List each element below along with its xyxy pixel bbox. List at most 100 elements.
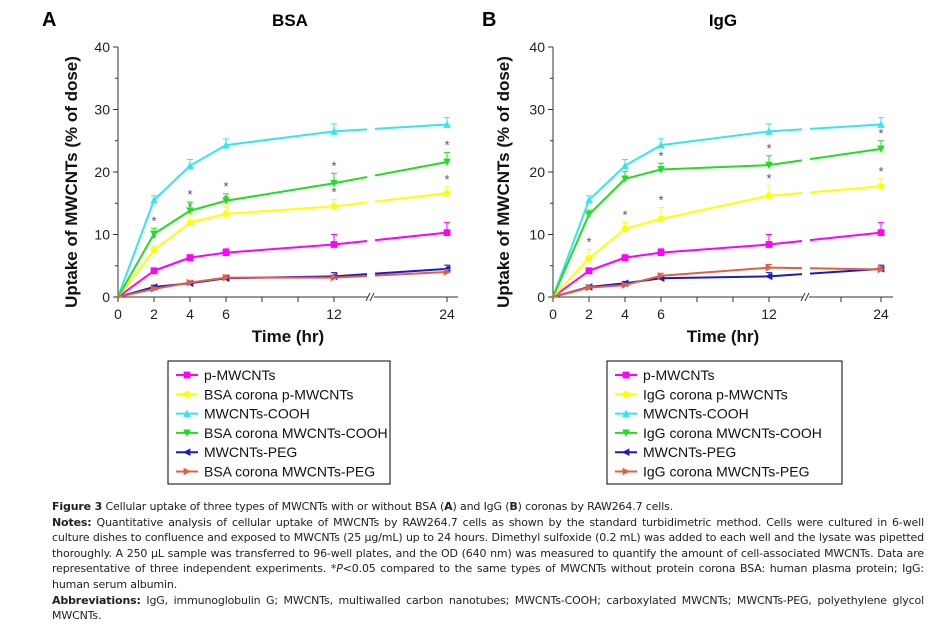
legend-item: BSA corona p-MWCNTs: [176, 386, 353, 402]
series-line-segment: [189, 276, 227, 284]
y-axis-label: Uptake of MWCNTs (% of dose): [62, 56, 81, 308]
panel-label: A: [42, 9, 56, 31]
panel-label: B: [482, 9, 496, 31]
series-line-segment: [660, 266, 770, 277]
series-line-segment: [333, 273, 368, 278]
series-line-segment: [809, 231, 882, 242]
series-line-segment: [225, 182, 335, 202]
data-point: [150, 230, 158, 238]
x-tick-label: 12: [761, 306, 777, 322]
legend-label: p-MWCNTs: [204, 367, 276, 383]
data-point: [765, 127, 773, 135]
series-p-mwcnts: [551, 222, 885, 299]
notes-text-2: <0.05 compared to the same types of MWCN…: [52, 562, 924, 591]
legend-marker: [183, 467, 191, 476]
x-tick-label: 2: [585, 306, 593, 322]
series-mwcnts-peg: [116, 264, 451, 299]
series-line-segment: [660, 130, 770, 147]
legend-box: [606, 360, 843, 485]
axis-break-mark: [365, 292, 371, 302]
series-line-segment: [660, 243, 770, 254]
data-point: [443, 120, 451, 128]
series-line-segment: [660, 275, 770, 280]
data-point: [657, 215, 665, 223]
data-point: [186, 278, 194, 287]
series-line-segment: [225, 205, 335, 215]
series-line-segment: [333, 240, 368, 246]
data-point: [657, 141, 665, 149]
caption-notes: Notes: Quantitative analysis of cellular…: [52, 515, 924, 593]
data-point: [877, 229, 885, 237]
data-point: [150, 246, 158, 254]
data-point: [222, 273, 230, 282]
series-line-segment: [552, 257, 590, 298]
x-tick-label: 0: [549, 306, 557, 322]
significance-star: *: [586, 235, 591, 250]
series-line-segment: [552, 269, 590, 298]
axis-break-mark: [804, 292, 810, 302]
x-axis-label: Time (hr): [252, 327, 324, 346]
data-point: [657, 249, 665, 257]
legend-label: MWCNTs-PEG: [643, 444, 736, 460]
series-line-segment: [768, 273, 803, 278]
series-line-segment: [189, 251, 227, 259]
x-tick-label: 24: [873, 306, 889, 322]
data-point: [186, 219, 194, 227]
caption-bold-b: B: [509, 500, 518, 513]
series-line-segment: [624, 251, 662, 259]
data-point: [657, 166, 665, 174]
figure-label: Figure 3: [52, 500, 103, 513]
data-point: [222, 210, 230, 218]
series-line-segment: [809, 147, 882, 161]
data-point: [150, 267, 158, 275]
significance-star: *: [223, 179, 228, 194]
legend-box: [167, 360, 391, 485]
legend-marker: [183, 448, 191, 456]
y-axis-label: Uptake of MWCNTs (% of dose): [494, 56, 513, 308]
caption-text-end: ) coronas by RAW264.7 cells.: [517, 500, 674, 513]
series-line-segment: [117, 249, 155, 298]
legend-item: MWCNTs-COOH: [176, 406, 310, 422]
data-point: [657, 271, 665, 280]
data-point: [330, 202, 338, 210]
series-line-segment: [552, 214, 590, 298]
axis-break-mark: [369, 292, 375, 302]
series-bsa-corona-mwcnts-cooh: * * * * *: [116, 138, 451, 299]
series-line-segment: [374, 192, 448, 203]
legend-label: BSA corona MWCNTs-PEG: [204, 464, 375, 480]
series-line-segment: [189, 212, 227, 224]
significance-star: *: [444, 138, 449, 153]
x-axis-label: Time (hr): [687, 327, 759, 346]
significance-star: *: [766, 141, 771, 156]
series-line-segment: [225, 243, 335, 254]
data-point: [621, 175, 629, 183]
caption-bold-a: A: [444, 500, 453, 513]
legend-item: p-MWCNTs: [176, 367, 276, 383]
data-point: [222, 141, 230, 149]
legend-marker: [183, 429, 191, 437]
series-line-segment: [333, 128, 368, 133]
series-line-segment: [374, 267, 448, 275]
caption-abbreviations: Abbreviations: IgG, immunoglobulin G; MW…: [52, 593, 924, 624]
series-line-segment: [768, 266, 803, 270]
significance-star: *: [331, 158, 336, 173]
series-line-segment: [588, 256, 626, 272]
legend: p-MWCNTs BSA corona p-MWCNTs MWCNTs-COOH BS…: [167, 360, 391, 485]
x-tick-label: 6: [657, 306, 665, 322]
data-point: [186, 254, 194, 262]
y-tick-label: 10: [94, 227, 110, 243]
series-line-segment: [153, 165, 191, 201]
figure-caption: Figure 3 Cellular uptake of three types …: [52, 499, 924, 624]
data-point: [443, 268, 451, 276]
legend-item: IgG corona MWCNTs-PEG: [615, 464, 809, 480]
data-point: [877, 120, 885, 128]
series-line-segment: [768, 191, 803, 197]
series-line-segment: [588, 178, 626, 216]
series-igg-corona-mwcnts-cooh: * * *: [551, 126, 885, 299]
legend-label: MWCNTs-PEG: [204, 444, 297, 460]
significance-star: *: [187, 187, 192, 202]
series-mwcnts-peg: [551, 264, 885, 299]
legend-label: BSA corona MWCNTs-COOH: [204, 425, 388, 441]
